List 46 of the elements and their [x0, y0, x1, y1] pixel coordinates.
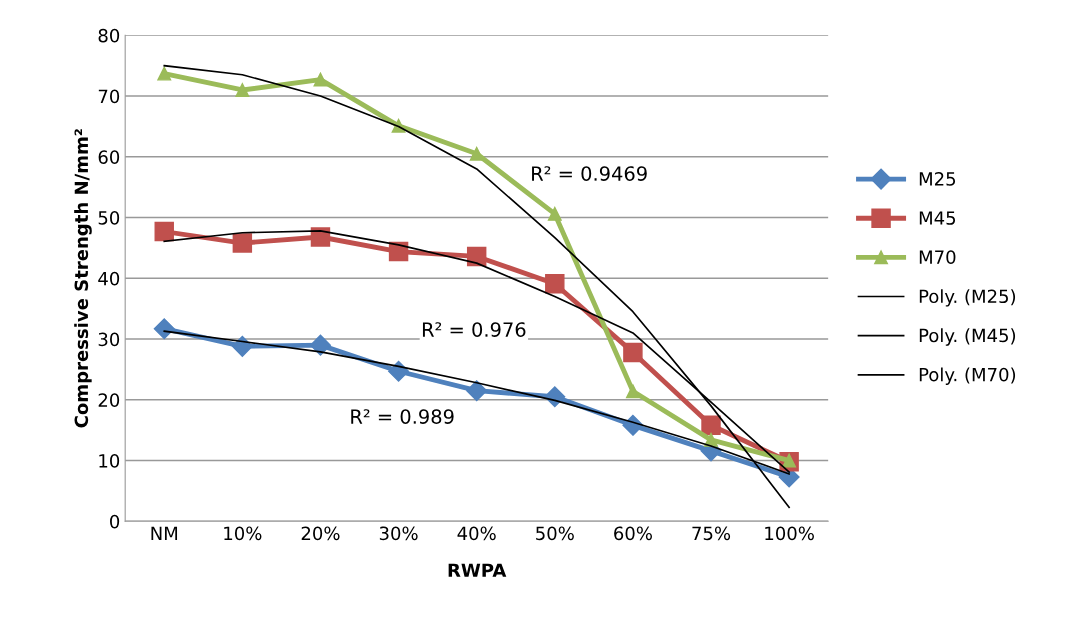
- x-tick-label: 40%: [457, 526, 496, 541]
- y-tick-label: 50: [98, 211, 120, 225]
- annotation: R² = 0.9469: [532, 166, 647, 181]
- legend-label: M45: [919, 211, 956, 225]
- point: [545, 274, 565, 294]
- x-tick-label: 100%: [765, 526, 814, 541]
- legend-label: Poly. (M45): [919, 328, 1016, 346]
- y-tick-label: 70: [98, 89, 120, 104]
- point: [466, 380, 488, 402]
- point: [625, 384, 640, 399]
- legend-label: Poly. (M25): [919, 289, 1016, 307]
- y-tick-label: 20: [98, 393, 120, 407]
- point: [623, 342, 643, 363]
- point: [547, 206, 562, 221]
- x-tick-label: 75%: [692, 526, 731, 541]
- y-tick-label: 60: [98, 150, 120, 164]
- point: [153, 318, 175, 340]
- point: [231, 335, 253, 357]
- point: [313, 72, 328, 87]
- annotation: R² = 0.989: [351, 409, 454, 424]
- y-tick-label: 80: [98, 28, 120, 43]
- annotation: R² = 0.976: [422, 322, 526, 337]
- y-tick-label: 10: [99, 454, 120, 468]
- point: [310, 227, 331, 247]
- point: [388, 360, 410, 382]
- y-tick-label: 30: [98, 332, 120, 347]
- point: [157, 66, 172, 81]
- x-tick-label: 30%: [379, 526, 418, 541]
- x-tick-label: 50%: [536, 526, 574, 541]
- x-tick-label: 10%: [224, 526, 262, 541]
- point: [309, 334, 331, 356]
- point: [232, 233, 253, 253]
- point: [701, 415, 721, 436]
- x-tick-label: NM: [151, 526, 178, 540]
- point: [469, 146, 484, 161]
- point: [235, 83, 250, 97]
- x-tick-label: 20%: [301, 526, 340, 541]
- legend-label: Poly. (M70): [919, 367, 1016, 385]
- point: [154, 221, 174, 242]
- legend-label: M25: [919, 172, 956, 186]
- y-tick-label: 0: [110, 514, 120, 529]
- legend-label: M70: [919, 250, 956, 264]
- x-tick-label: 60%: [614, 526, 652, 541]
- y-axis-title: Compressive Strength N/mm²: [74, 129, 92, 428]
- y-tick-label: 40: [98, 271, 120, 286]
- x-axis-title: RWPA: [448, 563, 507, 577]
